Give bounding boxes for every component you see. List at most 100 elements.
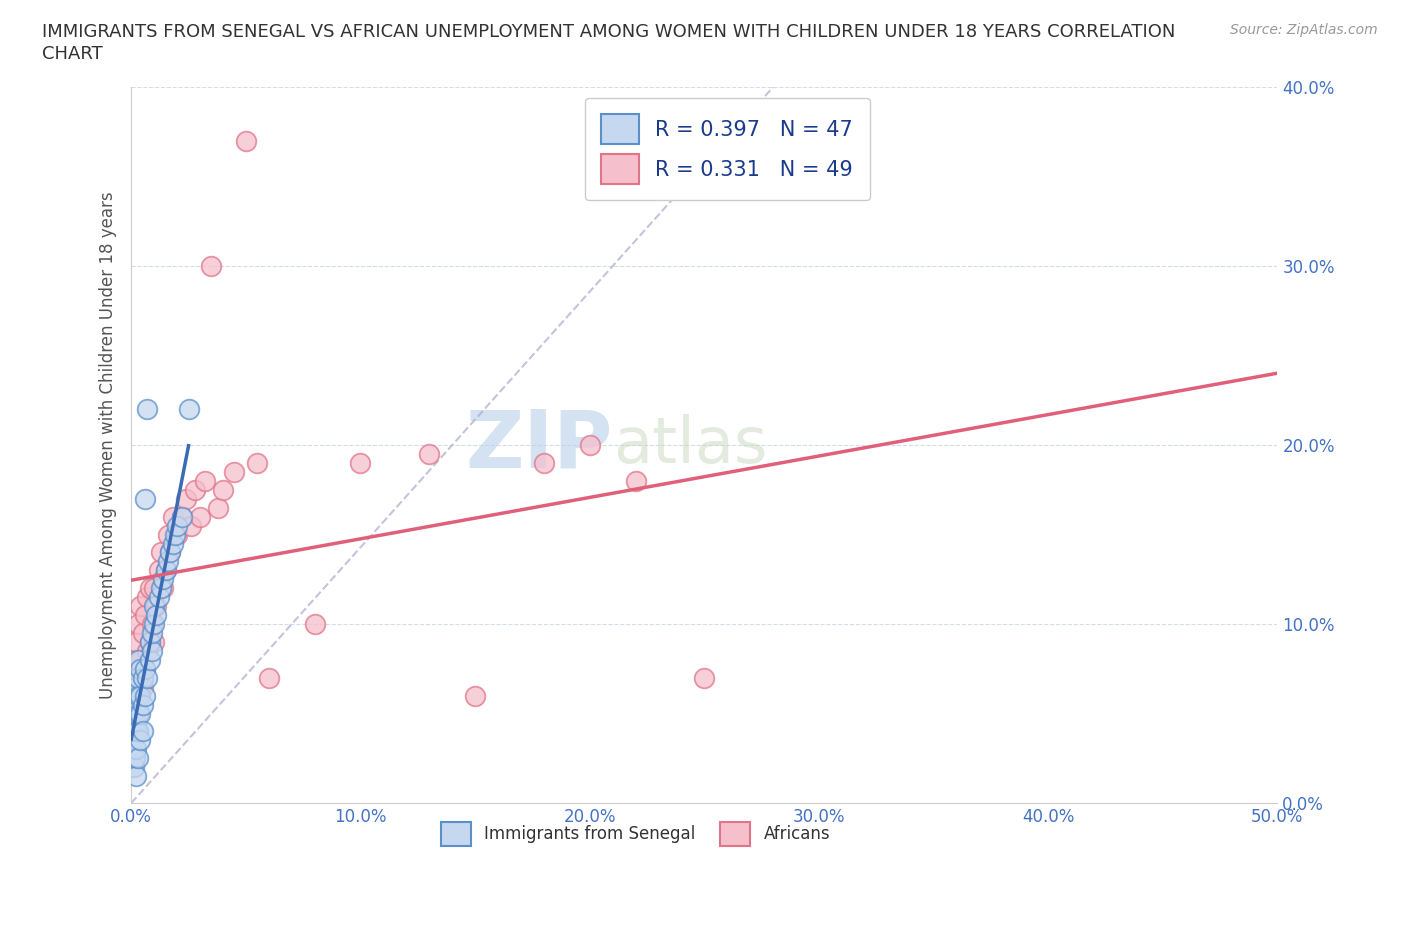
Y-axis label: Unemployment Among Women with Children Under 18 years: Unemployment Among Women with Children U… — [100, 192, 117, 699]
Point — [125, 634, 148, 649]
Point — [127, 688, 149, 703]
Point — [125, 724, 148, 739]
Point — [129, 733, 152, 748]
Point — [136, 644, 159, 658]
Point — [257, 671, 280, 685]
Point — [156, 527, 179, 542]
Point — [162, 536, 184, 551]
Point — [136, 671, 159, 685]
Point — [124, 751, 146, 765]
Point — [124, 715, 146, 730]
Point — [155, 563, 177, 578]
Point — [127, 724, 149, 739]
Point — [138, 653, 160, 668]
Point — [693, 671, 716, 685]
Text: IMMIGRANTS FROM SENEGAL VS AFRICAN UNEMPLOYMENT AMONG WOMEN WITH CHILDREN UNDER : IMMIGRANTS FROM SENEGAL VS AFRICAN UNEMP… — [42, 23, 1175, 41]
Point — [156, 554, 179, 569]
Point — [143, 634, 166, 649]
Text: Source: ZipAtlas.com: Source: ZipAtlas.com — [1230, 23, 1378, 37]
Point — [129, 688, 152, 703]
Point — [170, 510, 193, 525]
Point — [122, 688, 145, 703]
Point — [138, 634, 160, 649]
Point — [418, 446, 440, 461]
Point — [127, 653, 149, 668]
Point — [134, 607, 156, 622]
Point — [134, 688, 156, 703]
Point — [125, 742, 148, 757]
Point — [143, 599, 166, 614]
Point — [170, 510, 193, 525]
Point — [127, 751, 149, 765]
Point — [150, 545, 173, 560]
Point — [212, 483, 235, 498]
Point — [464, 688, 486, 703]
Point — [132, 679, 155, 694]
Point — [152, 581, 174, 596]
Point — [152, 572, 174, 587]
Point — [200, 259, 222, 273]
Point — [578, 438, 600, 453]
Point — [134, 661, 156, 676]
Point — [127, 617, 149, 631]
Point — [188, 510, 211, 525]
Point — [246, 456, 269, 471]
Point — [150, 581, 173, 596]
Point — [162, 510, 184, 525]
Point — [122, 653, 145, 668]
Point — [180, 518, 202, 533]
Point — [125, 688, 148, 703]
Point — [155, 563, 177, 578]
Point — [143, 581, 166, 596]
Text: CHART: CHART — [42, 45, 103, 62]
Point — [207, 500, 229, 515]
Point — [132, 671, 155, 685]
Point — [127, 671, 149, 685]
Point — [122, 760, 145, 775]
Point — [304, 617, 326, 631]
Point — [145, 599, 167, 614]
Text: atlas: atlas — [613, 414, 768, 476]
Point — [163, 527, 186, 542]
Point — [166, 527, 188, 542]
Point — [125, 698, 148, 712]
Point — [129, 661, 152, 676]
Point — [132, 698, 155, 712]
Legend: Immigrants from Senegal, Africans: Immigrants from Senegal, Africans — [427, 809, 844, 859]
Point — [141, 617, 163, 631]
Point — [129, 653, 152, 668]
Point — [138, 581, 160, 596]
Point — [129, 706, 152, 721]
Point — [143, 617, 166, 631]
Point — [127, 706, 149, 721]
Point — [224, 464, 246, 479]
Point — [159, 545, 181, 560]
Point — [127, 671, 149, 685]
Point — [166, 518, 188, 533]
Point — [533, 456, 555, 471]
Point — [136, 402, 159, 417]
Point — [134, 661, 156, 676]
Point — [148, 563, 170, 578]
Point — [122, 706, 145, 721]
Point — [125, 679, 148, 694]
Point — [194, 473, 217, 488]
Point — [138, 634, 160, 649]
Point — [141, 644, 163, 658]
Point — [349, 456, 371, 471]
Point — [159, 545, 181, 560]
Point — [132, 724, 155, 739]
Point — [134, 491, 156, 506]
Point — [122, 724, 145, 739]
Point — [129, 599, 152, 614]
Text: ZIP: ZIP — [465, 406, 613, 485]
Point — [624, 473, 647, 488]
Point — [136, 590, 159, 604]
Point — [121, 742, 143, 757]
Point — [148, 590, 170, 604]
Point — [184, 483, 207, 498]
Point — [125, 715, 148, 730]
Point — [125, 769, 148, 784]
Point — [177, 402, 200, 417]
Point — [235, 133, 257, 148]
